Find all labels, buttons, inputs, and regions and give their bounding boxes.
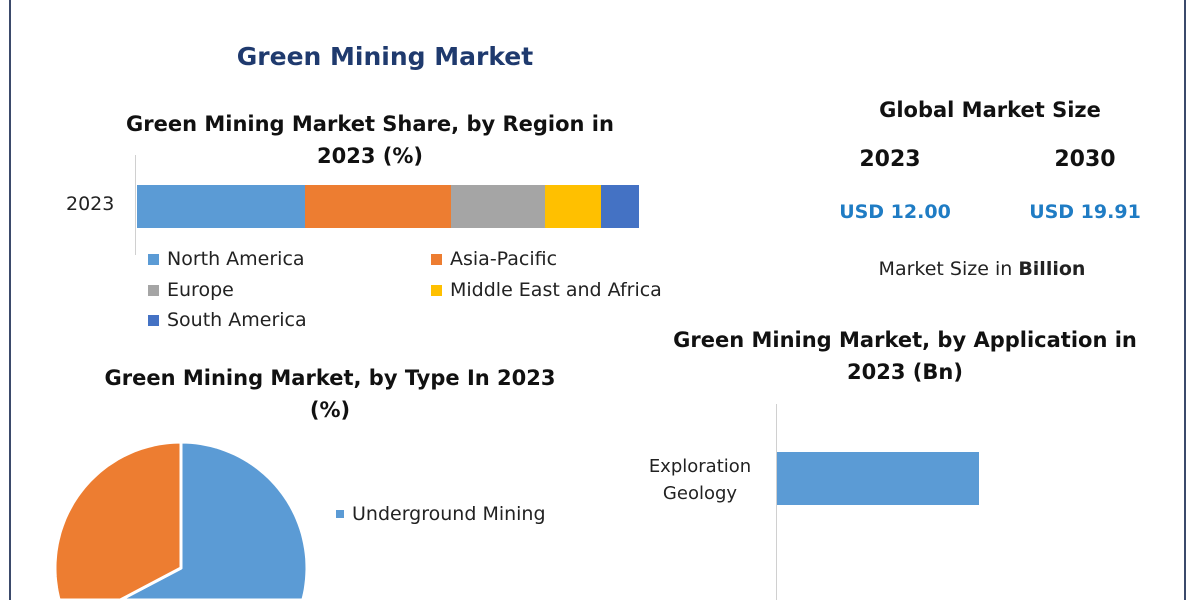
legend-swatch (148, 314, 159, 326)
application-category-label: Exploration Geology (630, 453, 770, 507)
bar-segment-middle-east-and-africa (544, 185, 601, 228)
value-2030: USD 19.91 (1029, 201, 1141, 223)
legend-label: Middle East and Africa (450, 279, 662, 301)
year-2023: 2023 (859, 147, 921, 172)
legend-swatch (336, 510, 344, 518)
frame-border-right (1184, 0, 1186, 600)
application-chart-title: Green Mining Market, by Application in 2… (660, 324, 1150, 388)
pie-slice-underground-mining (118, 440, 309, 600)
category-line: Geology (662, 483, 738, 504)
region-axis (135, 155, 136, 255)
bar-segment-asia-pacific (305, 185, 451, 228)
bar-segment-north-america (137, 185, 306, 228)
application-axis (776, 404, 777, 600)
type-chart-title-line2: (%) (309, 398, 351, 422)
unit-prefix: Market Size in (878, 258, 1019, 280)
bar-segment-europe (450, 185, 545, 228)
market-size-heading: Global Market Size (879, 98, 1101, 122)
category-line: Exploration (648, 456, 752, 477)
legend-swatch (431, 253, 442, 265)
type-pie-chart (53, 440, 309, 600)
legend-swatch (148, 284, 159, 296)
application-chart-title-line2: 2023 (Bn) (847, 360, 963, 384)
region-chart-title: Green Mining Market Share, by Region in … (110, 108, 630, 172)
region-stacked-bar (137, 185, 639, 228)
legend-europe: Europe (148, 279, 234, 301)
application-chart-title-line1: Green Mining Market, by Application in (673, 328, 1137, 352)
page-title: Green Mining Market (236, 42, 534, 71)
legend-label: Underground Mining (352, 503, 546, 525)
region-category-label: 2023 (66, 193, 115, 215)
legend-south-america: South America (148, 309, 307, 331)
type-chart-title: Green Mining Market, by Type In 2023 (%) (80, 362, 580, 426)
legend-middle-east-africa: Middle East and Africa (431, 279, 662, 301)
type-chart-title-line1: Green Mining Market, by Type In 2023 (104, 366, 556, 390)
application-bar-exploration-geology (777, 452, 979, 505)
region-chart-title-line2: 2023 (%) (317, 144, 423, 168)
legend-swatch (431, 284, 442, 296)
legend-north-america: North America (148, 248, 305, 270)
unit-bold: Billion (1018, 258, 1086, 280)
legend-underground-mining: Underground Mining (336, 503, 546, 525)
pie-slice-1 (53, 440, 183, 600)
legend-swatch (148, 253, 159, 265)
legend-asia-pacific: Asia-Pacific (431, 248, 557, 270)
legend-label: North America (167, 248, 305, 270)
bar-segment-south-america (600, 185, 639, 228)
legend-label: South America (167, 309, 307, 331)
region-chart-title-line1: Green Mining Market Share, by Region in (126, 112, 614, 136)
value-2023: USD 12.00 (839, 201, 951, 223)
market-size-unit: Market Size in Billion (832, 258, 1132, 280)
year-2030: 2030 (1054, 147, 1116, 172)
frame-border-left (9, 0, 11, 600)
legend-label: Europe (167, 279, 234, 301)
legend-label: Asia-Pacific (450, 248, 558, 270)
